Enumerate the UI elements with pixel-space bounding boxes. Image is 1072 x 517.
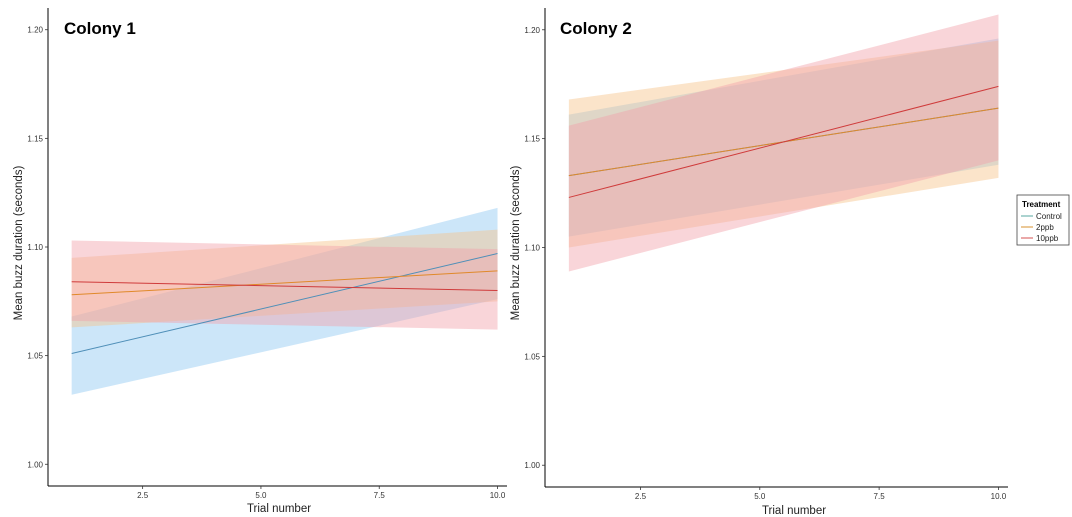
x-tick-label: 7.5 xyxy=(874,492,886,501)
legend-label-2ppb: 2ppb xyxy=(1036,223,1054,232)
y-tick-label: 1.00 xyxy=(524,461,540,470)
ci-bands xyxy=(568,14,999,272)
y-tick-label: 1.20 xyxy=(524,26,540,35)
trend-line-control xyxy=(71,253,498,354)
ci-band-10ppb xyxy=(568,14,999,272)
x-tick-label: 7.5 xyxy=(374,491,386,500)
ci-bands xyxy=(71,207,498,395)
x-axis-title: Trial number xyxy=(762,505,826,517)
trend-line-2ppb xyxy=(71,270,498,296)
y-tick-label: 1.10 xyxy=(524,244,540,253)
y-tick-label: 1.10 xyxy=(27,243,43,252)
y-tick-label: 1.20 xyxy=(27,26,43,35)
trend-line-10ppb xyxy=(568,85,999,198)
ci-band-2ppb xyxy=(568,40,999,248)
legend-box xyxy=(1016,194,1070,246)
panel-colony-1: 1.00 1.05 1.10 1.15 1.20 2.5 5.0 7.5 10.0 Colony… xyxy=(13,8,507,515)
x-tick-label: 2.5 xyxy=(635,492,647,501)
legend: Treatment Control 2ppb 10ppb xyxy=(1016,194,1070,246)
legend-title: Treatment xyxy=(1022,200,1061,209)
y-axis-title: Mean buzz duration (seconds) xyxy=(13,165,25,320)
panel-colony-2: 1.00 1.05 1.10 1.15 1.20 2.5 5.0 7.5 10.0 Colony… xyxy=(510,8,1008,517)
ci-band-control xyxy=(568,38,999,237)
y-tick-label: 1.05 xyxy=(524,352,540,361)
y-tick-label: 1.15 xyxy=(524,135,540,144)
trend-lines xyxy=(568,85,999,198)
trend-line-10ppb xyxy=(71,281,498,291)
panel-title: Colony 2 xyxy=(560,19,632,38)
x-axis-title: Trial number xyxy=(247,503,311,515)
ticks: 1.00 1.05 1.10 1.15 1.20 2.5 5.0 7.5 10.0 xyxy=(524,26,1006,501)
x-tick-label: 10.0 xyxy=(490,491,506,500)
legend-label-control: Control xyxy=(1036,212,1062,221)
ticks: 1.00 1.05 1.10 1.15 1.20 2.5 5.0 7.5 10.0 xyxy=(27,26,505,500)
legend-label-10ppb: 10ppb xyxy=(1036,234,1059,243)
legend-items: Control 2ppb 10ppb xyxy=(1021,212,1062,243)
ci-band-10ppb xyxy=(71,240,498,330)
x-tick-label: 2.5 xyxy=(137,491,149,500)
y-tick-label: 1.05 xyxy=(27,352,43,361)
y-tick-label: 1.00 xyxy=(27,460,43,469)
y-tick-label: 1.15 xyxy=(27,134,43,143)
ci-band-2ppb xyxy=(71,229,498,328)
x-tick-label: 10.0 xyxy=(991,492,1007,501)
trend-lines xyxy=(71,253,498,354)
x-tick-label: 5.0 xyxy=(754,492,766,501)
panel-title: Colony 1 xyxy=(64,19,136,38)
y-axis-title: Mean buzz duration (seconds) xyxy=(510,165,522,320)
ci-band-control xyxy=(71,207,498,395)
x-tick-label: 5.0 xyxy=(255,491,267,500)
